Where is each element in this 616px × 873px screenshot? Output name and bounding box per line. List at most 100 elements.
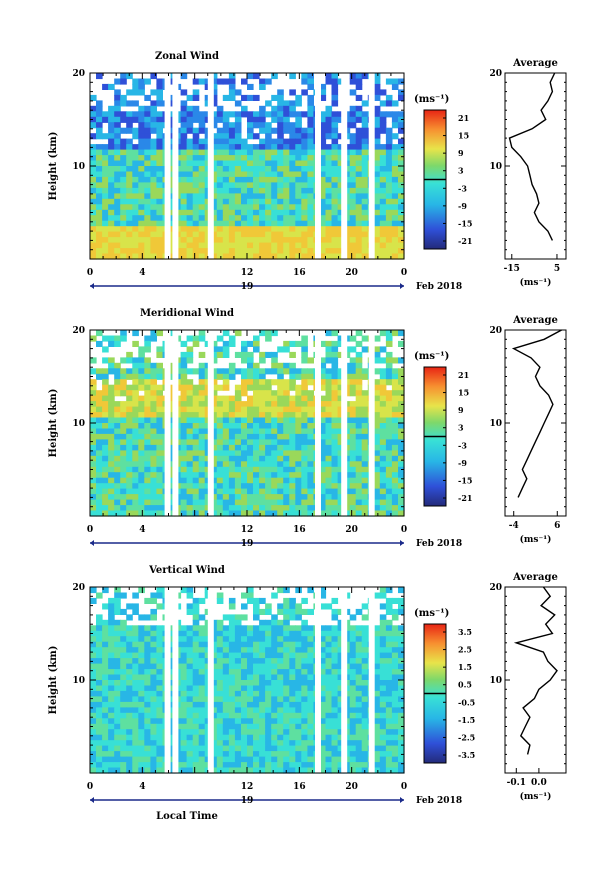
heatmap-cell — [325, 144, 333, 151]
heatmap-cell — [90, 652, 97, 659]
heatmap-cell — [265, 674, 272, 681]
heatmap-cell — [228, 723, 236, 730]
heatmap-cell — [355, 680, 363, 687]
heatmap-cell — [337, 718, 345, 725]
heatmap-cell — [108, 510, 115, 517]
heatmap-cell — [391, 641, 399, 648]
heatmap-cell — [102, 707, 109, 714]
heatmap-cell — [180, 171, 188, 178]
heatmap-cell — [156, 362, 163, 369]
heatmap-cell — [198, 138, 206, 145]
heatmap-cell — [337, 663, 345, 670]
heatmap-cell — [331, 138, 339, 145]
heatmap-cell — [192, 78, 200, 85]
heatmap-cell — [325, 701, 333, 708]
heatmap-cell — [337, 696, 345, 703]
heatmap-cell — [216, 176, 224, 183]
heatmap-cell — [319, 707, 327, 714]
heatmap-cell — [331, 751, 339, 758]
heatmap-cell — [307, 455, 314, 462]
heatmap-cell — [379, 384, 387, 391]
heatmap-cell — [132, 608, 139, 615]
heatmap-cell — [96, 100, 103, 107]
heatmap-cell — [253, 231, 260, 238]
heatmap-cell — [228, 209, 236, 216]
heatmap-cell — [307, 734, 314, 741]
heatmap-cell — [114, 603, 121, 610]
heatmap-cell — [180, 105, 188, 112]
heatmap-cell — [120, 505, 127, 512]
heatmap-cell — [96, 723, 103, 730]
heatmap-cell — [319, 220, 327, 227]
heatmap-cell — [144, 176, 151, 183]
heatmap-cell — [301, 395, 308, 402]
heatmap-cell — [385, 198, 393, 205]
heatmap-cell — [391, 701, 399, 708]
heatmap-cell — [234, 231, 242, 238]
heatmap-cell — [247, 340, 254, 347]
heatmap-cell — [168, 182, 176, 189]
heatmap-cell — [222, 472, 230, 479]
heatmap-cell — [319, 630, 327, 637]
heatmap-cell — [210, 373, 218, 380]
heatmap-cell — [277, 658, 284, 665]
heatmap-cell — [283, 597, 290, 604]
heatmap-cell — [301, 663, 308, 670]
heatmap-cell — [361, 100, 369, 107]
heatmap-cell — [259, 176, 266, 183]
heatmap-cell — [379, 160, 387, 167]
heatmap-cell — [180, 373, 188, 380]
heatmap-cell — [102, 439, 109, 446]
heatmap-cell — [90, 690, 97, 697]
heatmap-cell — [120, 433, 127, 440]
heatmap-cell — [379, 740, 387, 747]
heatmap-cell — [96, 187, 103, 194]
heatmap-cell — [259, 187, 266, 194]
heatmap-cell — [156, 182, 163, 189]
heatmap-cell — [277, 412, 284, 419]
heatmap-cell — [385, 619, 393, 626]
heatmap-cell — [108, 187, 115, 194]
heatmap-cell — [120, 94, 127, 101]
heatmap-cell — [102, 483, 109, 490]
average-frame — [504, 329, 567, 517]
heatmap-cell — [379, 685, 387, 692]
heatmap-cell — [361, 423, 369, 430]
colorbar-tick-label: -9 — [458, 458, 467, 468]
heatmap-cell — [331, 690, 339, 697]
heatmap-cell — [247, 663, 254, 670]
heatmap-cell — [325, 116, 333, 123]
heatmap-cell — [283, 707, 290, 714]
heatmap-cell — [234, 209, 242, 216]
heatmap-cell — [102, 160, 109, 167]
heatmap-cell — [216, 762, 224, 769]
heatmap-cell — [373, 729, 381, 736]
heatmap-cell — [234, 384, 242, 391]
heatmap-cell — [156, 734, 163, 741]
heatmap-cell — [355, 652, 363, 659]
heatmap-cell — [373, 652, 381, 659]
heatmap-cell — [144, 472, 151, 479]
heatmap-cell — [355, 116, 363, 123]
heatmap-cell — [90, 357, 97, 364]
heatmap-cell — [156, 83, 163, 90]
heatmap-cell — [373, 209, 381, 216]
heatmap-cell — [398, 428, 405, 435]
heatmap-cell — [319, 94, 327, 101]
colorbar-tick-label: 3 — [458, 423, 464, 433]
heatmap-cell — [361, 346, 369, 353]
heatmap-cell — [283, 379, 290, 386]
heatmap-cell — [295, 368, 302, 375]
heatmap-cell — [385, 641, 393, 648]
heatmap-cell — [210, 253, 218, 260]
heatmap-cell — [253, 166, 260, 173]
heatmap-cell — [216, 455, 224, 462]
heatmap-cell — [138, 707, 145, 714]
heatmap-cell — [96, 685, 103, 692]
average-y-tick-label: 10 — [489, 419, 502, 429]
heatmap-cell — [337, 182, 345, 189]
heatmap-cell — [307, 417, 314, 424]
heatmap-cell — [385, 231, 393, 238]
heatmap-cell — [90, 663, 97, 670]
heatmap-cell — [132, 390, 139, 397]
